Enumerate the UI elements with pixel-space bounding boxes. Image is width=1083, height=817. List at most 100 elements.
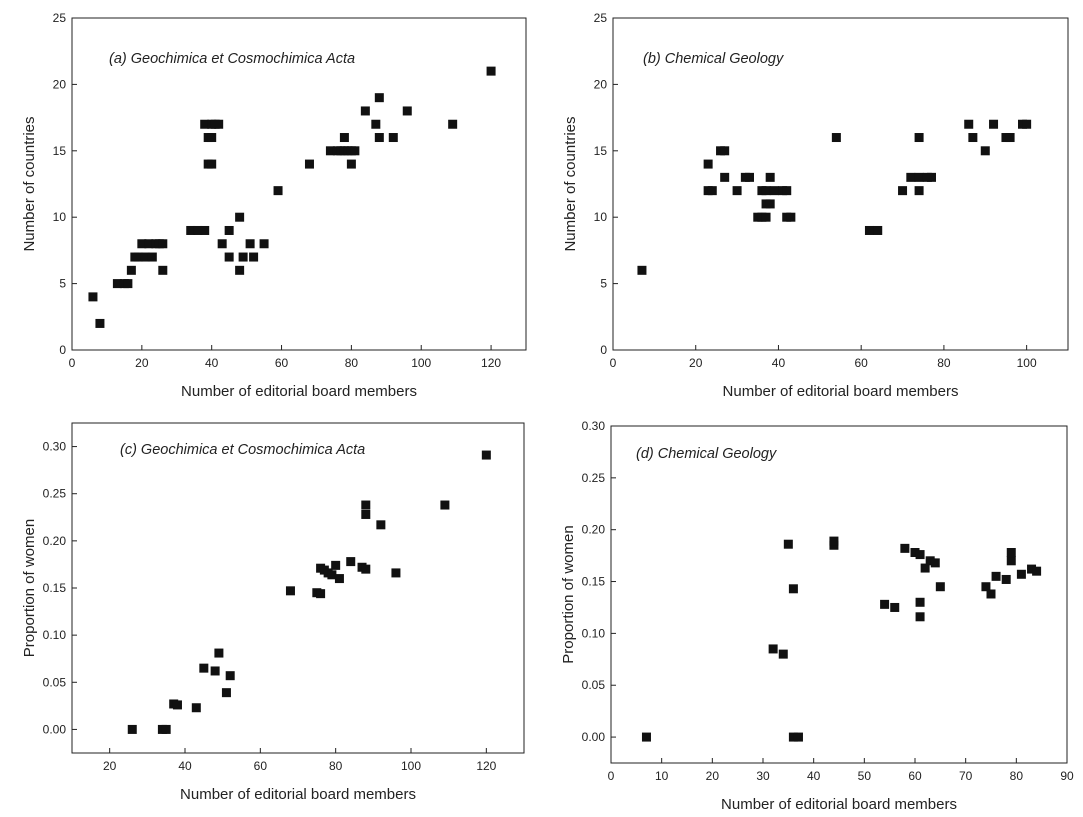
data-point [1032,566,1042,576]
data-points [88,66,496,328]
chart-title: (d) Chemical Geology [636,446,777,462]
data-point [191,703,201,713]
data-point [989,119,999,129]
data-point [782,186,792,196]
x-axis-label: Number of editorial board members [721,796,957,813]
data-point [147,252,157,262]
y-tick-label: 0.25 [43,487,67,501]
data-point [1001,574,1011,584]
data-points [127,450,491,734]
x-axis-label: Number of editorial board members [180,786,416,803]
data-point [925,556,935,566]
y-tick-label: 0.10 [43,628,67,642]
plot-frame [612,17,1069,351]
data-point [765,199,775,209]
data-point [991,571,1001,581]
y-tick-label: 5 [59,277,66,291]
y-tick-label: 0.00 [43,722,67,736]
y-tick-label: 0.05 [582,678,606,692]
data-point [361,564,371,574]
data-point [225,671,235,681]
data-point [900,543,910,553]
x-tick-label: 20 [706,769,720,783]
data-point [914,186,924,196]
data-point [249,252,259,262]
data-point [873,225,883,235]
y-tick-label: 0.05 [43,675,67,689]
y-tick-label: 0.15 [43,581,67,595]
chart-panel-c: 20 40 60 80 100 120 0.00 0.05 0.10 0.15 0.20 0.25 0.… [21,422,525,803]
data-point [980,146,990,156]
data-point [788,584,798,594]
x-tick-label: 0 [69,356,76,370]
data-point [986,589,996,599]
data-point [331,560,341,570]
data-point [707,186,717,196]
data-point [720,172,730,182]
data-point [440,500,450,510]
data-point [350,146,360,156]
data-point [304,159,314,169]
data-point [920,563,930,573]
x-tick-label: 0 [608,769,615,783]
data-point [745,172,754,182]
x-tick-label: 20 [103,759,117,773]
x-tick-label: 40 [772,356,786,370]
data-point [927,172,936,182]
data-point [786,212,796,222]
data-point [641,732,651,742]
x-tick-label: 100 [401,759,421,773]
data-point [316,589,326,599]
data-point [376,520,386,530]
x-tick-label: 40 [205,356,219,370]
x-tick-label: 80 [329,759,343,773]
data-point [906,172,916,182]
x-tick-label: 100 [1017,356,1037,370]
x-tick-label: 80 [1010,769,1024,783]
data-point [224,252,234,262]
data-point [133,252,143,262]
y-tick-label: 0.30 [582,419,606,433]
data-point [720,146,730,156]
data-point [388,133,398,143]
y-tick-label: 5 [600,277,607,291]
data-point [95,318,105,328]
x-tick-label: 90 [1060,769,1074,783]
data-point [361,509,371,519]
data-point [123,279,133,289]
data-point [346,159,356,169]
data-point [346,557,356,567]
data-point [1005,133,1015,143]
data-point [768,644,778,654]
x-tick-label: 70 [959,769,973,783]
data-point [1022,119,1032,129]
x-tick-label: 20 [689,356,703,370]
data-point [224,225,234,235]
data-point [374,133,384,143]
data-point [637,265,647,275]
y-axis-label: Number of countries [562,116,579,251]
data-point [112,279,122,289]
data-point [1016,569,1026,579]
data-point [783,539,793,549]
y-tick-label: 25 [53,11,67,25]
data-point [890,602,900,612]
data-point [273,186,283,196]
data-point [981,582,991,592]
data-point [245,239,255,249]
data-point [448,119,458,129]
x-tick-label: 10 [655,769,669,783]
data-point [207,133,217,143]
data-point [360,106,370,116]
x-tick-label: 0 [610,356,617,370]
plot-frame [610,425,1068,764]
x-tick-label: 40 [178,759,192,773]
data-point [88,292,98,302]
data-point [221,688,231,698]
data-point [325,146,335,156]
y-tick-label: 10 [53,210,67,224]
data-point [361,500,371,510]
data-point [829,536,839,546]
data-point [137,239,147,249]
